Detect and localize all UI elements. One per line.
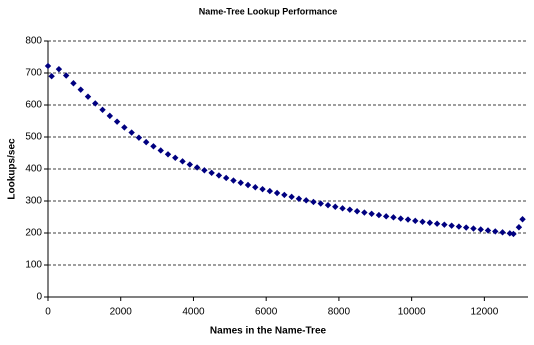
data-point [172, 154, 179, 161]
data-point [48, 73, 55, 80]
data-point [441, 221, 448, 228]
data-point [339, 205, 346, 212]
data-point [77, 86, 84, 93]
data-point [186, 161, 194, 168]
data-point [157, 147, 164, 154]
data-point [368, 210, 375, 217]
data-point [164, 151, 172, 158]
data-point [515, 224, 523, 231]
data-point [382, 213, 390, 220]
data-point [404, 216, 412, 223]
x-tick-label: 12000 [470, 307, 498, 318]
data-point [397, 215, 404, 222]
data-point [237, 179, 244, 186]
data-point [62, 72, 70, 79]
data-point [361, 209, 368, 216]
data-point [295, 195, 303, 202]
data-point [484, 227, 492, 234]
data-point [215, 172, 223, 179]
data-point [201, 167, 208, 174]
data-point [208, 169, 215, 177]
data-point [310, 198, 317, 206]
data-point [55, 65, 63, 73]
data-point [230, 177, 237, 184]
data-point [266, 187, 274, 195]
x-tick-label: 4000 [182, 307, 205, 318]
data-point [273, 189, 281, 197]
data-point [92, 100, 99, 107]
y-tick-label: 0 [36, 292, 42, 303]
data-point [499, 229, 506, 236]
data-point [44, 62, 52, 70]
data-point [510, 230, 517, 238]
data-point [324, 201, 332, 209]
data-point [128, 129, 135, 136]
data-point [150, 143, 157, 150]
data-point [281, 191, 288, 199]
data-point [390, 214, 397, 221]
x-tick-label: 10000 [398, 307, 426, 318]
data-point [244, 181, 252, 189]
data-point [433, 220, 441, 227]
y-tick-label: 500 [25, 132, 42, 143]
data-point [70, 80, 77, 87]
y-tick-label: 800 [25, 36, 42, 47]
data-point [375, 211, 383, 219]
data-point [470, 225, 477, 232]
data-point [455, 223, 463, 230]
y-tick-label: 400 [25, 164, 42, 175]
data-point [106, 112, 114, 120]
y-tick-label: 600 [25, 100, 42, 111]
x-tick-label: 0 [45, 307, 51, 318]
data-point [179, 158, 186, 165]
data-point [288, 193, 295, 201]
y-tick-label: 700 [25, 68, 42, 79]
data-point [302, 197, 310, 204]
y-tick-label: 100 [25, 260, 42, 271]
x-tick-label: 8000 [328, 307, 351, 318]
data-point [519, 216, 526, 223]
data-point [317, 200, 324, 207]
data-point [84, 93, 92, 100]
data-point [462, 224, 470, 231]
y-axis-label: Lookups/sec [7, 138, 18, 200]
data-point [332, 203, 339, 210]
x-tick-label: 6000 [255, 307, 278, 318]
data-point [252, 184, 259, 191]
data-point [99, 106, 106, 113]
data-point [193, 164, 201, 171]
x-axis-label: Names in the Name-Tree [210, 326, 327, 337]
data-point [426, 219, 434, 226]
data-point [113, 118, 121, 125]
data-point [142, 138, 150, 146]
y-tick-label: 300 [25, 196, 42, 207]
y-tick-label: 200 [25, 228, 42, 239]
data-point [259, 185, 266, 193]
chart-title: Name-Tree Lookup Performance [199, 6, 338, 16]
data-point [135, 134, 143, 141]
data-point [346, 206, 354, 213]
data-point [448, 222, 455, 229]
x-tick-label: 2000 [110, 307, 133, 318]
data-point [412, 217, 419, 225]
data-point [477, 226, 484, 233]
data-point [353, 208, 361, 215]
data-point [419, 218, 426, 225]
data-point [222, 174, 230, 182]
data-point [121, 124, 128, 131]
data-point [492, 228, 499, 235]
